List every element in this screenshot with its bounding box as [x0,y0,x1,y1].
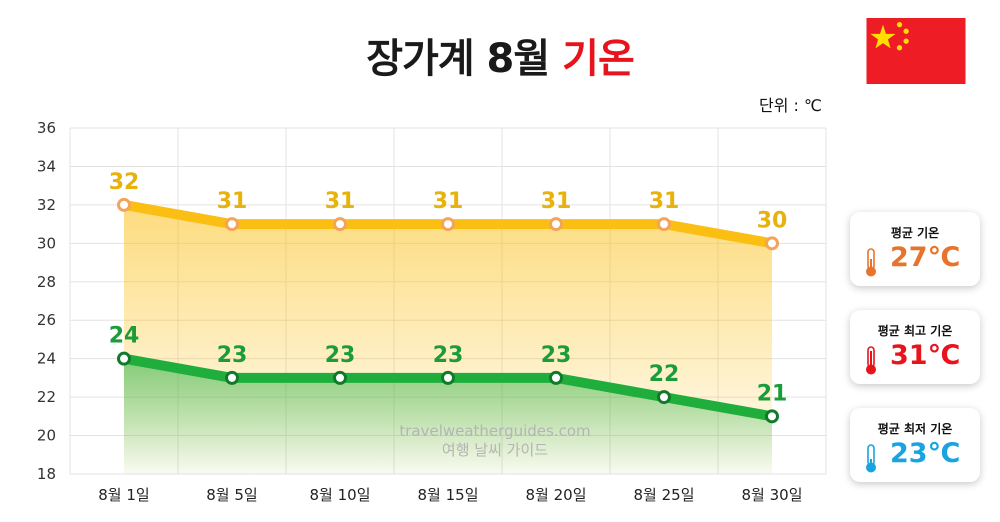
unit-label: 단위 : ℃ [759,96,822,115]
low-temp-point [765,409,779,424]
low-temp-point [549,370,563,385]
low-temp-data-label: 24 [109,324,140,349]
average-high-temp-card: 평균 최고 기온 31℃ [850,310,980,384]
watermark-subtitle: 여행 날씨 가이드 [441,441,549,459]
thermometer-icon [866,248,876,277]
high-temp-data-label: 32 [109,170,140,195]
y-tick-label: 18 [37,465,56,483]
low-temp-point [117,351,131,366]
x-tick-label: 8월 15일 [418,486,479,504]
x-tick-label: 8월 1일 [98,486,149,504]
high-temp-point [333,217,347,232]
high-temp-point [765,236,779,251]
x-tick-label: 8월 10일 [310,486,371,504]
card-label: 평균 최고 기온 [877,324,953,338]
y-tick-label: 22 [37,388,56,406]
y-tick-label: 36 [37,119,56,137]
low-temp-data-label: 23 [433,343,464,368]
high-temp-point [225,217,239,232]
card-value: 27℃ [890,242,961,273]
y-tick-label: 20 [37,427,56,445]
low-temp-data-label: 23 [541,343,572,368]
card-label: 평균 최저 기온 [877,422,953,436]
y-tick-label: 28 [37,273,56,291]
card-value: 31℃ [890,340,961,371]
high-temp-point [441,217,455,232]
high-temp-data-label: 30 [757,208,788,233]
high-temp-data-label: 31 [649,189,680,214]
low-temp-point [333,370,347,385]
card-value: 23℃ [890,438,961,469]
high-temp-data-label: 31 [541,189,572,214]
china-flag-icon [866,18,966,84]
average-temp-card: 평균 기온 27℃ [850,212,980,286]
average-low-temp-card: 평균 최저 기온 23℃ [850,408,980,482]
y-tick-label: 32 [37,196,56,214]
low-temp-data-label: 23 [217,343,248,368]
high-temp-data-label: 31 [325,189,356,214]
low-temp-data-label: 22 [649,362,680,387]
title-main: 장가계 8월 [366,36,550,82]
high-temp-data-label: 31 [433,189,464,214]
low-temp-data-label: 23 [325,343,356,368]
x-tick-label: 8월 5일 [206,486,257,504]
high-temp-point [117,197,131,212]
y-tick-label: 26 [37,311,56,329]
high-temp-point [657,217,671,232]
watermark: travelweatherguides.com 여행 날씨 가이드 [330,422,660,460]
page-title: 장가계 8월 기온 [0,26,1000,84]
x-tick-label: 8월 25일 [634,486,695,504]
y-tick-label: 34 [37,157,56,175]
thermometer-icon [866,346,876,375]
x-tick-label: 8월 30일 [742,486,803,504]
low-temp-data-label: 21 [757,381,788,406]
watermark-url: travelweatherguides.com [399,422,591,440]
y-tick-label: 24 [37,350,56,368]
low-temp-point [657,390,671,405]
low-temp-point [225,370,239,385]
x-tick-label: 8월 20일 [526,486,587,504]
title-accent: 기온 [562,36,635,82]
high-temp-point [549,217,563,232]
high-temp-data-label: 31 [217,189,248,214]
y-tick-label: 30 [37,234,56,252]
card-label: 평균 기온 [890,226,940,240]
low-temp-point [441,370,455,385]
thermometer-icon [866,444,876,473]
